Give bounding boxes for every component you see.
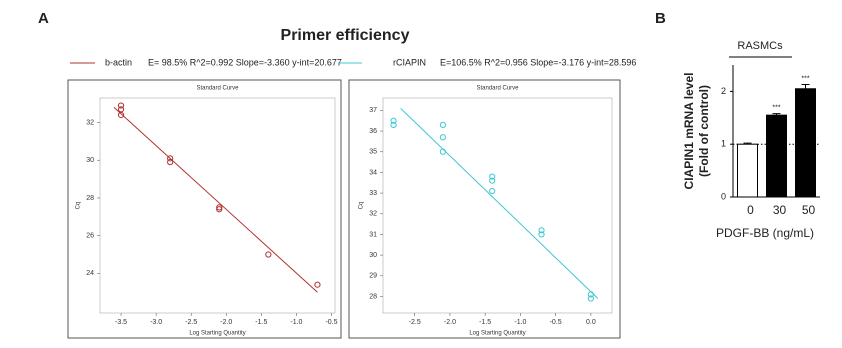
- y-tick-label: 32: [86, 119, 94, 126]
- legend-name: b-actin: [105, 57, 132, 67]
- x-tick-label: -0.5: [325, 319, 337, 326]
- panel-frame: [67, 79, 342, 339]
- significance-label: ***: [772, 104, 780, 111]
- x-tick-label: 30: [773, 203, 787, 217]
- y-axis-label: (Fold of control): [697, 85, 711, 177]
- data-point: [489, 187, 496, 195]
- y-tick-label: 30: [369, 252, 377, 259]
- panel-label: B: [655, 10, 666, 27]
- x-tick-label: -3.0: [150, 319, 162, 326]
- x-axis-label: PDGF-BB (ng/mL): [716, 226, 814, 240]
- y-tick-label: 37: [369, 107, 377, 114]
- y-tick-label: 33: [369, 190, 377, 197]
- x-tick-label: -1.5: [479, 319, 491, 326]
- legend-name: rCIAPIN: [393, 57, 426, 67]
- y-tick-label: 2: [721, 86, 726, 96]
- x-tick-label: -1.0: [514, 319, 526, 326]
- x-tick-label: -2.5: [409, 319, 421, 326]
- data-point: [439, 148, 446, 155]
- y-tick-label: 1: [721, 139, 726, 149]
- x-tick-label: -3.5: [115, 319, 127, 326]
- bar: [766, 114, 787, 198]
- data-point: [265, 251, 272, 258]
- data-point: [489, 173, 496, 180]
- data-point: [216, 206, 223, 213]
- fit-line: [400, 107, 599, 299]
- data-point: [439, 134, 446, 141]
- x-tick-label: -2.0: [444, 319, 456, 326]
- plot-area: [382, 97, 613, 314]
- data-point: [538, 231, 545, 238]
- figure-title: Primer efficiency: [281, 27, 410, 44]
- data-point: [538, 227, 545, 234]
- x-axis-label: Log Starting Quantity: [189, 331, 245, 337]
- data-point: [167, 155, 174, 162]
- y-tick-label: 29: [369, 273, 377, 280]
- y-tick-label: 32: [369, 211, 377, 218]
- y-tick-label: 26: [86, 233, 94, 240]
- x-tick-label: -1.5: [255, 319, 267, 326]
- y-tick-label: 31: [369, 231, 377, 238]
- y-tick-label: 28: [86, 195, 94, 202]
- data-point: [167, 159, 174, 166]
- x-tick-label: -2.0: [220, 319, 232, 326]
- x-tick-label: 50: [802, 203, 816, 217]
- x-tick-label: 0: [747, 203, 754, 217]
- data-point: [314, 281, 321, 288]
- y-tick-label: 28: [369, 293, 377, 300]
- fit-line: [113, 107, 318, 293]
- y-axis-label: Cq: [76, 202, 82, 210]
- y-tick-label: 35: [369, 149, 377, 156]
- y-tick-label: 36: [369, 128, 377, 135]
- data-point: [587, 291, 594, 298]
- data-point: [489, 177, 496, 184]
- error-bar: [801, 84, 810, 89]
- data-point: [390, 121, 397, 128]
- y-tick-label: 30: [86, 157, 94, 164]
- data-point: [117, 102, 125, 109]
- data-point: [587, 295, 594, 302]
- y-tick-label: 0: [721, 191, 726, 201]
- x-tick-label: -2.5: [185, 319, 197, 326]
- legend-stats: E= 98.5% R^2=0.992 Slope=-3.360 y-int=20…: [148, 57, 342, 67]
- panel-label: A: [38, 10, 49, 27]
- y-axis-label: Cq: [359, 202, 365, 210]
- error-bar: [743, 142, 752, 145]
- y-axis-label: CIAPIN1 mRNA level: [682, 73, 696, 190]
- data-point: [439, 121, 446, 128]
- panel-frame: [348, 79, 621, 339]
- data-point: [390, 117, 397, 124]
- legend-stats: E=106.5% R^2=0.956 Slope=-3.176 y-int=28…: [440, 57, 636, 67]
- y-tick-label: 34: [369, 169, 377, 176]
- chart-title: RASMCs: [737, 40, 783, 52]
- x-tick-label: 0.0: [586, 319, 596, 326]
- error-bar: [772, 113, 781, 116]
- x-tick-label: -0.5: [550, 319, 562, 326]
- bar: [737, 143, 758, 198]
- chart-title: Standard Curve: [476, 86, 519, 92]
- x-axis-label: Log Starting Quantity: [469, 331, 525, 337]
- chart-title: Standard Curve: [196, 86, 239, 92]
- significance-label: ***: [801, 75, 809, 82]
- y-tick-label: 24: [86, 270, 94, 277]
- data-point: [117, 111, 125, 119]
- x-tick-label: -1.0: [290, 319, 302, 326]
- bar: [795, 88, 816, 198]
- data-point: [216, 204, 223, 211]
